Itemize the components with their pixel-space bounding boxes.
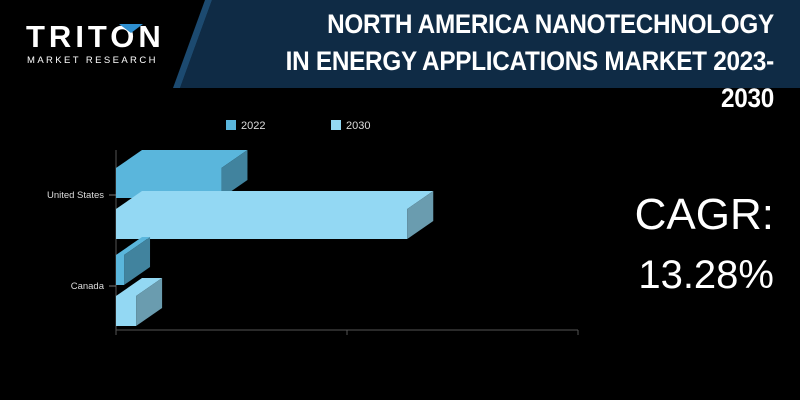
cagr-label: CAGR:: [634, 190, 774, 239]
legend-swatch-2030: [331, 120, 341, 130]
logo-wordmark: TRITON: [26, 19, 165, 54]
bar-united-states-2030: [116, 191, 434, 239]
logo-tagline: MARKET RESEARCH: [27, 55, 158, 66]
legend-label-2022: 2022: [241, 120, 265, 132]
title-panel: NORTH AMERICA NANOTECHNOLOGY IN ENERGY A…: [0, 0, 800, 113]
bar-united-states-2022-side: [221, 150, 248, 198]
company-logo: TRITON MARKET RESEARCH: [26, 20, 176, 68]
bar-canada-2030: [116, 278, 163, 326]
bar-canada-2022-top: [116, 237, 151, 255]
bar-united-states-2022-top: [116, 150, 248, 168]
logo-accent-icon: [119, 24, 143, 33]
bar-united-states-2030-top: [116, 191, 434, 209]
legend-label-2030: 2030: [346, 120, 370, 132]
header-bar: NORTH AMERICA NANOTECHNOLOGY IN ENERGY A…: [0, 0, 800, 113]
bar-canada-2022-front: [116, 255, 125, 285]
bar-united-states-2022: [116, 150, 248, 198]
category-label-canada: Canada: [71, 281, 105, 292]
bar-canada-2030-front: [116, 296, 137, 326]
legend-swatch-2022: [226, 120, 236, 130]
bar-united-states-2030-front: [116, 209, 408, 239]
title-line-1: NORTH AMERICA NANOTECHNOLOGY: [327, 9, 774, 39]
title-line-2: IN ENERGY APPLICATIONS MARKET 2023-2030: [285, 46, 775, 113]
category-label-united-states: United States: [47, 190, 104, 201]
bar-canada-2022-side: [124, 237, 151, 285]
bar-canada-2030-top: [116, 278, 163, 296]
bar-canada-2030-side: [136, 278, 163, 326]
cagr-value: 13.28%: [638, 253, 774, 297]
bar-chart: 2022 2030 United States Canada: [47, 120, 579, 335]
title-panel-shape: [173, 0, 800, 88]
bar-canada-2022: [116, 237, 151, 285]
page-title: NORTH AMERICA NANOTECHNOLOGY IN ENERGY A…: [270, 6, 775, 117]
bar-united-states-2030-side: [407, 191, 434, 239]
